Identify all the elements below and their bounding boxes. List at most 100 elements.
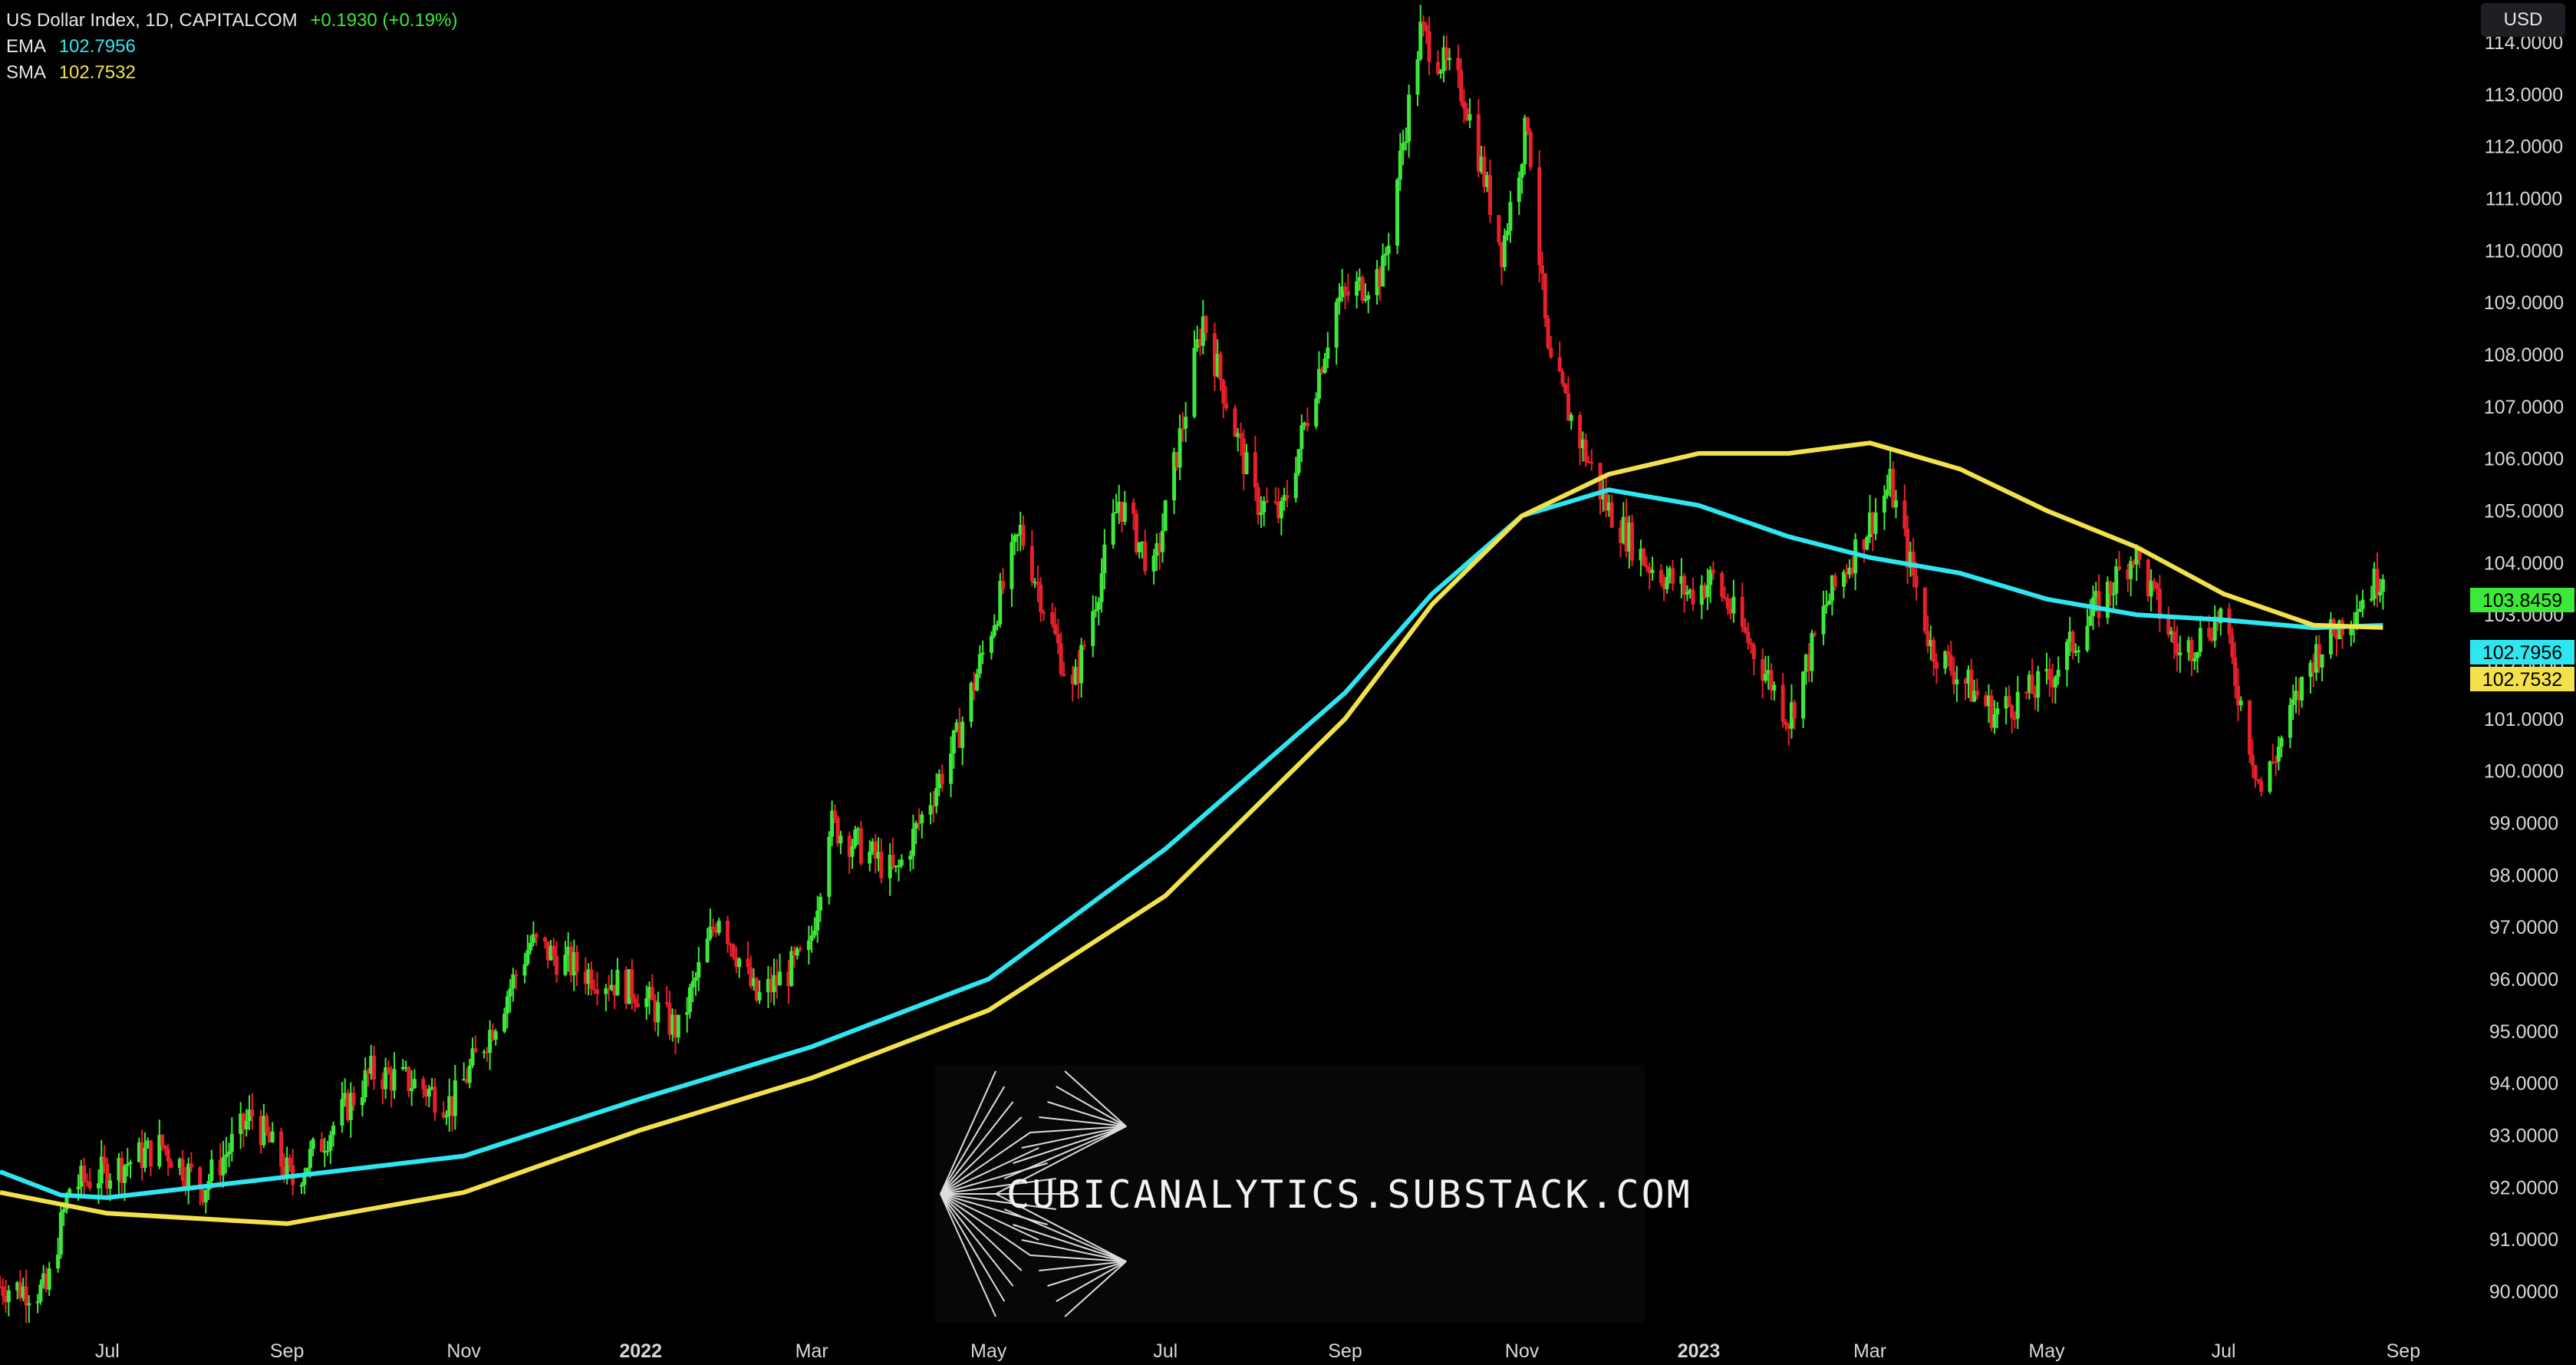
candle xyxy=(908,850,913,872)
candle-body xyxy=(1383,253,1388,256)
candle xyxy=(931,790,936,823)
y-tick-label: 111.0000 xyxy=(2485,189,2563,210)
candle-body xyxy=(1882,495,1886,513)
candle xyxy=(1952,657,1956,695)
candle xyxy=(2024,691,2029,700)
candle xyxy=(2004,687,2008,725)
candle-body xyxy=(2189,640,2194,661)
candle xyxy=(41,1264,46,1289)
candle-body xyxy=(650,987,654,1001)
candle xyxy=(1163,500,1168,532)
candle-body xyxy=(285,1157,289,1178)
candle xyxy=(331,1121,336,1147)
candle-body xyxy=(1334,302,1339,348)
candle xyxy=(868,839,872,872)
candle-body xyxy=(1,1286,5,1296)
y-tick-label: 109.0000 xyxy=(2484,292,2564,314)
candle-body xyxy=(1746,631,1751,643)
candle xyxy=(2033,685,2037,711)
candle xyxy=(2157,575,2162,632)
candle-body xyxy=(505,996,509,1014)
candle xyxy=(4,1279,8,1314)
candle xyxy=(789,946,794,987)
candle xyxy=(1444,35,1449,71)
candle xyxy=(827,831,832,905)
candle xyxy=(444,1109,449,1126)
candle xyxy=(1972,679,1977,703)
candle-body xyxy=(1441,47,1446,71)
candle-body xyxy=(1091,611,1095,647)
candle xyxy=(1619,519,1623,558)
candle xyxy=(653,994,657,1032)
candle-body xyxy=(2152,580,2156,583)
candle-body xyxy=(1955,679,1959,684)
candle-body xyxy=(989,635,993,653)
candle xyxy=(169,1158,173,1168)
candle xyxy=(1407,84,1412,158)
legend-sma-row[interactable]: SMA 102.7532 xyxy=(6,60,457,86)
y-tick-label: 100.0000 xyxy=(2484,761,2564,783)
candle-body xyxy=(1505,230,1510,236)
candle-body xyxy=(1143,541,1148,572)
candle xyxy=(975,668,980,692)
candle xyxy=(1221,378,1226,419)
candle-body xyxy=(407,1067,411,1092)
candle xyxy=(424,1084,429,1106)
candle xyxy=(514,969,519,990)
candle-body xyxy=(1050,612,1055,625)
candle-body xyxy=(1908,552,1912,568)
price-axis[interactable]: 90.0000 91.0000 92.0000 93.0000 94.0000 95.00… xyxy=(2484,32,2564,1303)
candle xyxy=(125,1148,130,1177)
candle xyxy=(430,1077,434,1091)
candle-body xyxy=(1346,291,1350,296)
candle xyxy=(241,1112,245,1148)
candle-body xyxy=(1888,468,1892,490)
candle xyxy=(1386,232,1391,271)
currency-button[interactable]: USD xyxy=(2481,3,2565,37)
candle xyxy=(1305,407,1309,432)
candle xyxy=(972,671,977,701)
candle-body xyxy=(1122,502,1127,523)
candle-body xyxy=(749,967,753,987)
candle xyxy=(203,1189,208,1214)
candle-body xyxy=(2030,674,2034,694)
candle xyxy=(1963,678,1968,701)
candle xyxy=(2114,559,2119,606)
x-tick-label: May xyxy=(970,1340,1007,1362)
candle-body xyxy=(772,974,776,993)
candle xyxy=(1273,486,1278,506)
candle xyxy=(1132,498,1136,531)
candle-body xyxy=(2117,566,2122,570)
time-axis[interactable]: Jul Sep Nov 2022 Mar May Jul Sep Nov 2023 Mar May Ju… xyxy=(95,1340,2420,1362)
candle xyxy=(676,1014,680,1044)
candle-body xyxy=(1456,58,1461,71)
candle-body xyxy=(262,1116,266,1146)
candle-body xyxy=(604,987,608,994)
candle-body xyxy=(957,722,962,748)
candle-body xyxy=(1427,31,1431,62)
legend-symbol-row[interactable]: US Dollar Index, 1D, CAPITALCOM +0.1930 … xyxy=(6,8,457,34)
candle-body xyxy=(1435,61,1440,74)
candle xyxy=(1456,45,1461,88)
candle xyxy=(1688,588,1692,598)
candle xyxy=(2328,612,2333,659)
candle-body xyxy=(2279,737,2284,747)
candle-body xyxy=(1158,542,1162,552)
candle xyxy=(0,1275,2,1289)
candle-body xyxy=(1769,670,1774,691)
candle xyxy=(2067,617,2072,656)
candle-body xyxy=(2010,705,2014,718)
candle xyxy=(1609,494,1614,529)
candle xyxy=(87,1168,92,1191)
y-tick-label: 95.0000 xyxy=(2489,1021,2558,1043)
candle xyxy=(876,837,881,872)
candle xyxy=(279,1128,284,1179)
candle xyxy=(1995,701,2000,729)
candle-body xyxy=(928,805,933,815)
candle xyxy=(1238,422,1243,457)
candle-body xyxy=(1731,596,1736,614)
candle-body xyxy=(1253,452,1257,488)
candle-body xyxy=(189,1163,193,1168)
legend-ema-row[interactable]: EMA 102.7956 xyxy=(6,34,457,60)
